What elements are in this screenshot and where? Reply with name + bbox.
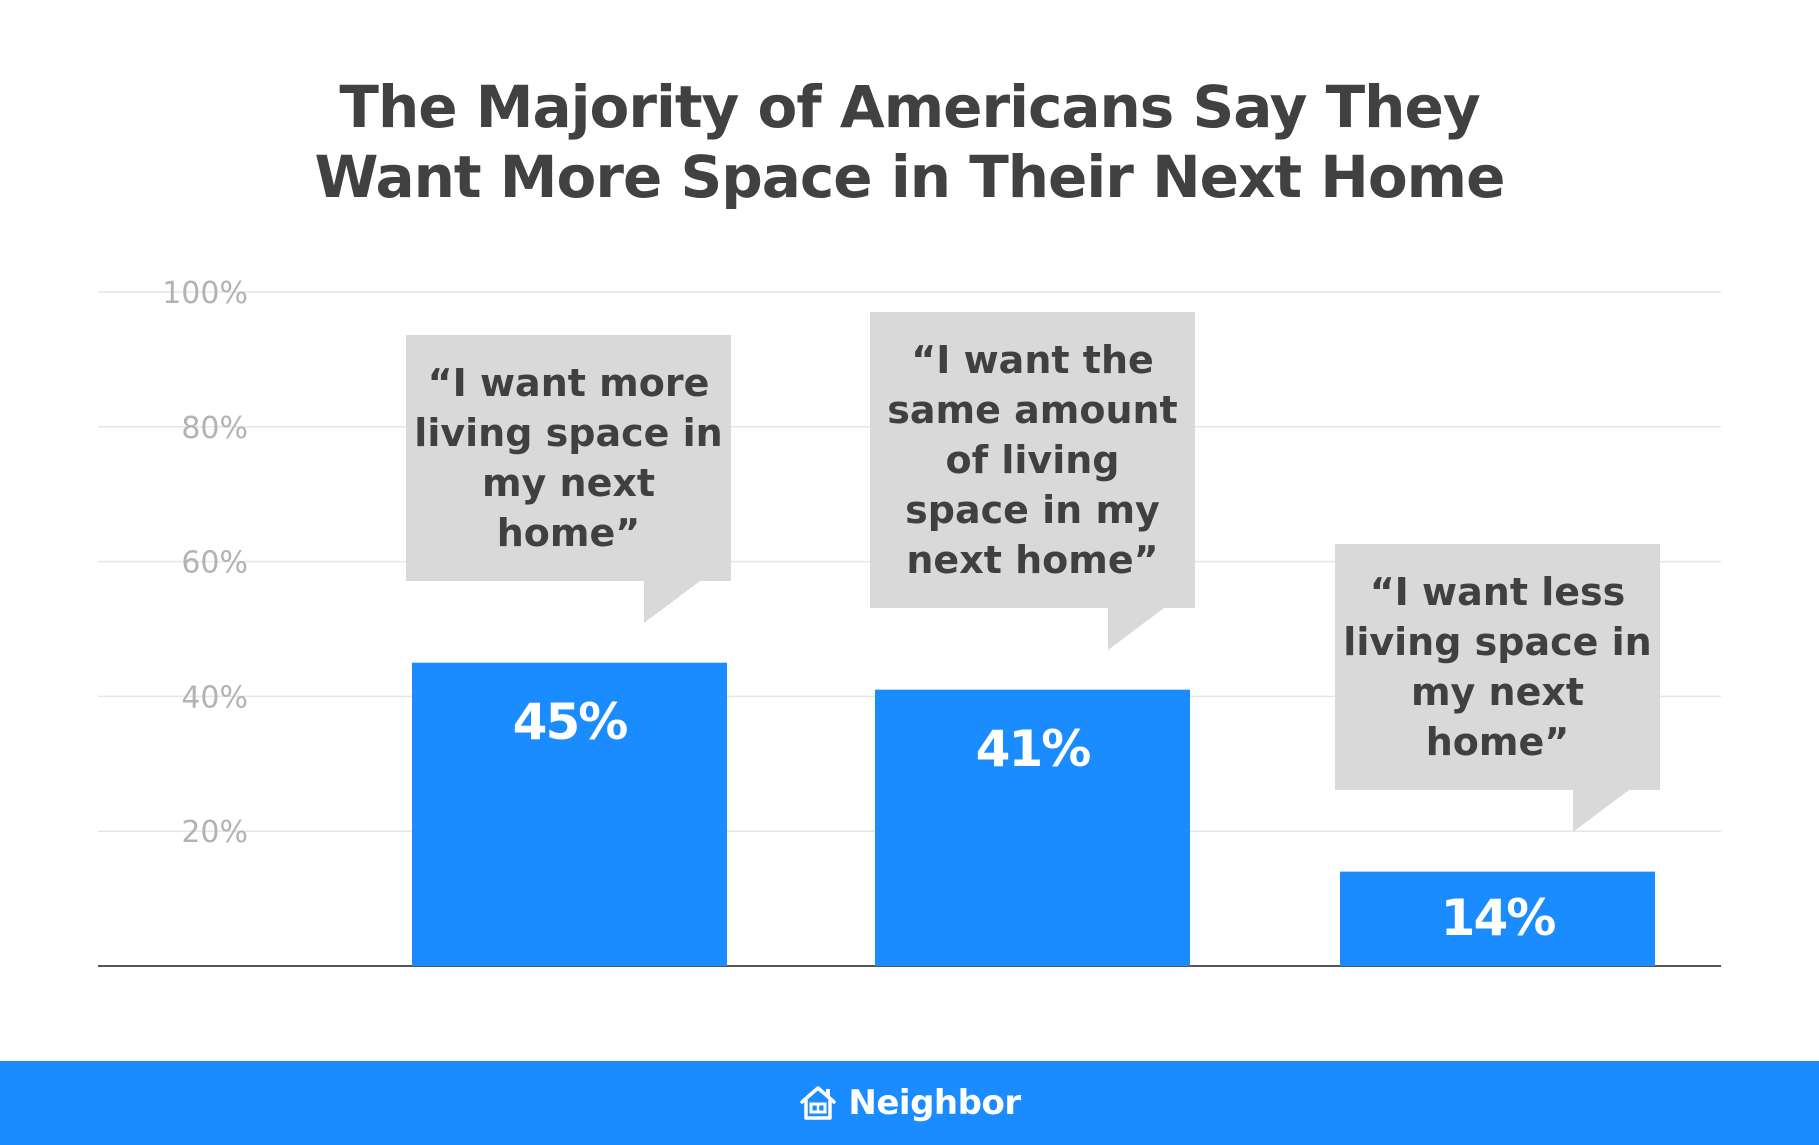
y-tick-label: 80% [181, 411, 248, 446]
y-tick-label: 40% [181, 680, 248, 715]
y-tick-label: 100% [162, 276, 248, 311]
bar-value-label: 45% [512, 692, 629, 751]
chart-title-line-1: The Majority of Americans Say They [339, 73, 1480, 141]
footer-bar: Neighbor [0, 1061, 1819, 1145]
bar-value-label: 41% [975, 719, 1092, 778]
bar [1340, 871, 1655, 966]
category-callout: “I want the same amount of living space … [870, 311, 1195, 608]
bar [412, 662, 727, 966]
category-callout: “I want more living space in my next hom… [406, 334, 731, 581]
bar-value-label: 14% [1440, 888, 1557, 947]
callout-tail [644, 580, 700, 623]
callout-tail [1108, 607, 1164, 650]
bar [875, 689, 1190, 966]
brand-name: Neighbor [848, 1083, 1021, 1123]
y-tick-label: 60% [181, 546, 248, 581]
house-icon [800, 1086, 837, 1120]
chart-title-line-2: Want More Space in Their Next Home [314, 143, 1506, 211]
category-callout: “I want less living space in my next hom… [1335, 543, 1660, 790]
bar-chart: 20% 40% 60% 80% 100% [98, 276, 1721, 967]
y-tick-label: 20% [181, 815, 248, 850]
chart-title: The Majority of Americans Say They Want … [0, 72, 1819, 212]
callout-tail [1573, 789, 1629, 832]
